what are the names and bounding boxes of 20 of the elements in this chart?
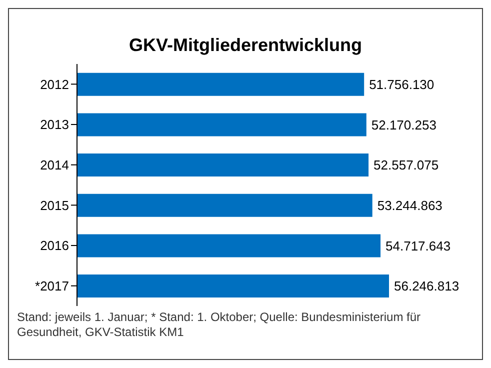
- bar: [77, 154, 369, 177]
- y-tick-label: 2014: [40, 157, 69, 172]
- data-label: 53.244.863: [377, 198, 442, 213]
- y-tick-label: 2015: [40, 198, 69, 213]
- y-tick-label: 2013: [40, 117, 69, 132]
- y-tick-label: 2012: [40, 76, 69, 92]
- text: Stand: jeweils 1. Januar; * Stand: 1. Oktober; Quelle: Bundesministerium für Gesundheit, GKV-Statistik KM1: [16, 309, 422, 341]
- y-tick-label: *2017: [35, 278, 69, 294]
- data-label: 54.717.643: [386, 238, 451, 254]
- bar: [77, 234, 381, 258]
- bar: [77, 194, 372, 217]
- data-label: 56.246.813: [394, 278, 460, 294]
- chart-title: GKV-Mitgliederentwicklung: [128, 35, 364, 56]
- data-label: 52.170.253: [371, 117, 436, 132]
- bar: [77, 72, 364, 96]
- data-label: 51.756.130: [369, 76, 434, 92]
- y-tick-label: 2016: [40, 238, 69, 254]
- bar: [77, 274, 389, 298]
- bar: [77, 113, 366, 136]
- data-label: 52.557.075: [374, 158, 439, 173]
